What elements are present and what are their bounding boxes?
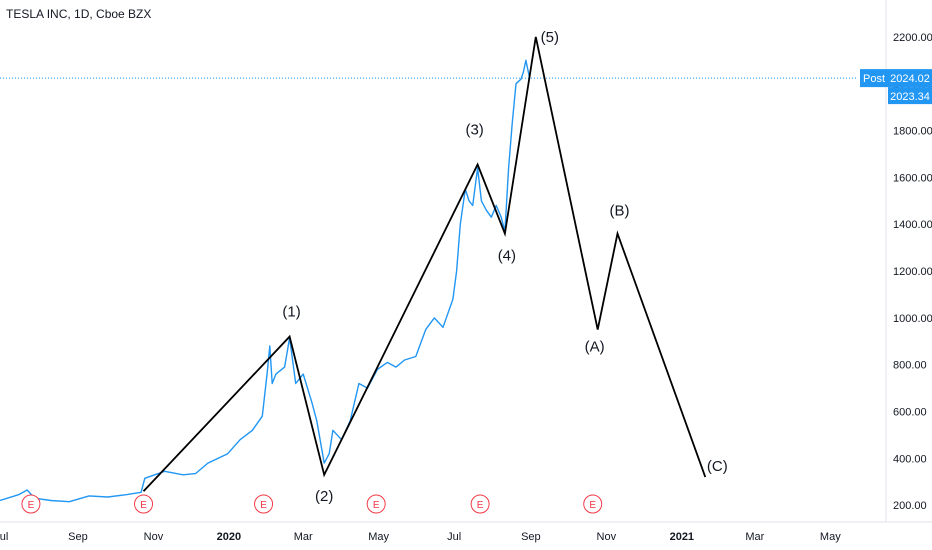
x-tick-label: Nov [597, 531, 617, 543]
last-value-bg [888, 87, 932, 105]
x-tick-label: Sep [521, 531, 541, 543]
wave-label: (5) [541, 29, 559, 46]
post-badge-label: Post [863, 73, 885, 85]
earnings-circle [134, 494, 154, 514]
x-axis: Jul Sep Nov 2020 Mar May Jul Sep Nov 2021 Mar May [0, 521, 932, 543]
y-tick-label: 600.00 [893, 407, 927, 419]
y-tick-label: 200.00 [893, 500, 927, 512]
post-value-bg [888, 69, 932, 88]
earnings-circle [366, 494, 386, 514]
earnings-circle [470, 494, 490, 514]
y-tick-label: 1000.00 [893, 313, 932, 325]
price-series [0, 59, 531, 503]
post-value-text: 2024.02 [890, 73, 930, 85]
earnings-label: E [28, 500, 35, 511]
y-tick-label: 1800.00 [893, 126, 932, 138]
wave-label: (1) [282, 304, 300, 321]
earnings-label: E [260, 500, 267, 511]
x-tick-label: May [820, 531, 841, 543]
x-tick-label: Jul [447, 531, 461, 543]
earnings-marker[interactable]: E [366, 494, 386, 514]
x-tick-label: May [368, 531, 389, 543]
wave-path-line[interactable] [142, 36, 707, 492]
earnings-label: E [373, 500, 380, 511]
y-tick-label: 1400.00 [893, 219, 932, 231]
elliott-wave-drawing[interactable]: (1) (2) (3) (4) (5) (A) (B) (C) [142, 29, 728, 505]
y-tick-label: 1200.00 [893, 266, 932, 278]
x-tick-label: Jul [0, 531, 8, 543]
chart-title: TESLA INC, 1D, Cboe BZX [6, 7, 152, 21]
wave-label: (B) [609, 203, 629, 220]
earnings-label: E [589, 500, 596, 511]
earnings-marker[interactable]: E [134, 494, 154, 514]
wave-label: (C) [707, 458, 728, 475]
price-badges: Post 2024.02 2023.34 [860, 69, 932, 105]
x-tick-label: Mar [294, 531, 313, 543]
x-tick-label: Nov [144, 531, 164, 543]
earnings-marker[interactable]: E [583, 494, 603, 514]
price-line [0, 59, 531, 503]
post-badge: Post [860, 69, 888, 88]
y-tick-label: 1600.00 [893, 172, 932, 184]
y-tick-label: 2200.00 [893, 32, 932, 44]
y-axis: 200.00 400.00 600.00 800.00 1000.00 1200.00 14… [885, 0, 932, 522]
earnings-circle [21, 494, 41, 514]
last-value-badge: 2023.34 [888, 87, 932, 105]
wave-label: (4) [498, 248, 516, 265]
x-tick-label: 2020 [217, 531, 241, 543]
earnings-marker[interactable]: E [21, 494, 41, 514]
y-tick-label: 400.00 [893, 453, 927, 465]
y-tick-label: 800.00 [893, 360, 927, 372]
last-value-text: 2023.34 [890, 91, 930, 103]
wave-label: (2) [315, 488, 333, 505]
earnings-circle [254, 494, 274, 514]
x-tick-label: 2021 [670, 531, 694, 543]
post-badge-bg [860, 69, 888, 88]
wave-label: (3) [465, 122, 483, 139]
earnings-label: E [140, 500, 147, 511]
earnings-label: E [477, 500, 484, 511]
post-value-badge: 2024.02 [888, 69, 932, 88]
x-tick-label: Sep [68, 531, 88, 543]
earnings-circle [583, 494, 603, 514]
earnings-marker[interactable]: E [470, 494, 490, 514]
x-tick-label: Mar [745, 531, 764, 543]
earnings-marker[interactable]: E [254, 494, 274, 514]
wave-label: (A) [585, 339, 605, 356]
